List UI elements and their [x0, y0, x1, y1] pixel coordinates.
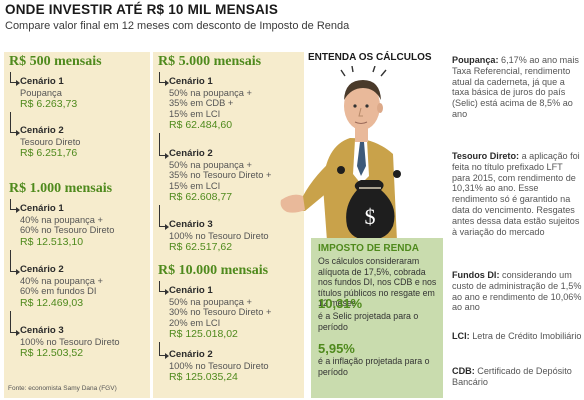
note-term: Poupança: [452, 55, 499, 65]
scenario-value: R$ 62.517,62 [169, 241, 233, 254]
businessman-illustration: $ [280, 66, 401, 241]
ir-box [311, 238, 443, 398]
scenario-name: Cenário 1 [169, 76, 213, 87]
note-tesouro: Tesouro Direto: a aplicação foi feita no… [452, 151, 582, 237]
arrow-icon [159, 205, 169, 230]
scenario-5000-1: Cenário 1 50% na poupança + 35% em CDB +… [169, 76, 252, 132]
scenario-value: R$ 6.251,76 [20, 147, 78, 160]
arrow-icon [159, 281, 169, 295]
scenario-10000-1: Cenário 1 50% na poupança + 30% no Tesou… [169, 285, 272, 341]
inflation-text: é a inflação projetada para o período [318, 356, 430, 377]
scenario-value: R$ 6.263,73 [20, 98, 78, 111]
scenario-value: R$ 62.608,77 [169, 191, 233, 204]
scenario-desc: 50% na poupança + [169, 159, 252, 170]
inflation-percent: 5,95% [318, 341, 355, 356]
scenario-desc: Tesouro Direto [20, 136, 81, 147]
dollar-sign-icon: $ [365, 204, 376, 229]
source-note: Fonte: economista Samy Dana (FGV) [8, 385, 117, 392]
scenario-desc: 15% em LCI [169, 180, 221, 191]
scenario-desc: 50% na poupança + [169, 296, 252, 307]
scenario-name: Cenário 1 [169, 285, 213, 296]
scenario-value: R$ 62.484,60 [169, 119, 233, 132]
scenario-name: Cenário 1 [20, 76, 64, 87]
heading-500: R$ 500 mensais [9, 54, 102, 69]
page-title: ONDE INVESTIR ATÉ R$ 10 MIL MENSAIS [5, 2, 279, 17]
ir-title: IMPOSTO DE RENDA [318, 243, 419, 254]
note-fundos: Fundos DI: considerando um custo de admi… [452, 270, 582, 313]
scenario-desc: 35% no Tesouro Direto + [169, 170, 272, 181]
arrow-icon [159, 133, 169, 159]
scenario-desc: 100% no Tesouro Direto [20, 336, 120, 347]
panel-left [4, 52, 150, 398]
scenario-5000-3: Cenário 3 100% no Tesouro Direto R$ 62.5… [169, 219, 269, 254]
note-term: CDB: [452, 366, 475, 376]
note-text: considerando um custo de administração d… [452, 270, 582, 313]
note-text: Certificado de Depósito Bancário [452, 366, 572, 387]
scenario-desc: 40% na poupança + [20, 214, 103, 225]
arrow-icon [10, 199, 20, 213]
scenario-value: R$ 12.503,52 [20, 347, 84, 360]
note-lci: LCI: Letra de Crédito Imobiliário [452, 331, 582, 342]
arrow-icon [10, 72, 20, 86]
scenario-desc: 20% em LCI [169, 317, 221, 328]
scenario-500-2: Cenário 2 Tesouro Direto R$ 6.251,76 [20, 125, 81, 160]
illustration-caption: ENTENDA OS CÁLCULOS [308, 52, 432, 63]
scenario-500-1: Cenário 1 Poupança R$ 6.263,73 [20, 76, 78, 111]
heading-1000: R$ 1.000 mensais [9, 181, 113, 196]
scenario-value: R$ 12.513,10 [20, 235, 84, 248]
scenario-desc: 50% na poupança + [169, 87, 252, 98]
scenario-desc: 15% em LCI [169, 108, 221, 119]
selic-percent: 10,31% [318, 296, 363, 311]
selic-text: é a Selic projetada para o período [318, 311, 419, 332]
scenario-name: Cenário 2 [169, 349, 213, 360]
scenario-value: R$ 125.018,02 [169, 328, 238, 341]
scenario-5000-2: Cenário 2 50% na poupança + 35% no Tesou… [169, 148, 272, 204]
scenario-desc: 100% no Tesouro Direto [169, 230, 269, 241]
heading-5000: R$ 5.000 mensais [158, 54, 262, 69]
scenario-1000-2: Cenário 2 40% na poupança + 60% em fundo… [20, 264, 103, 309]
note-term: Fundos DI: [452, 270, 500, 280]
scenario-desc: 60% no Tesouro Direto [20, 225, 115, 236]
arrow-icon [10, 250, 20, 275]
scenario-name: Cenário 2 [20, 264, 64, 275]
scenario-desc: 40% na poupança + [20, 275, 103, 286]
scenario-desc: 100% no Tesouro Direto [169, 360, 269, 371]
scenario-name: Cenário 3 [169, 219, 213, 230]
note-text: 6,17% ao ano mais Taxa Referencial, rend… [452, 55, 579, 119]
scenario-name: Cenário 2 [169, 148, 213, 159]
heading-10000: R$ 10.000 mensais [158, 263, 269, 278]
arrow-icon [159, 342, 169, 359]
scenario-desc: 35% em CDB + [169, 98, 234, 109]
scenario-10000-2: Cenário 2 100% no Tesouro Direto R$ 125.… [169, 349, 269, 384]
note-term: LCI: [452, 331, 470, 341]
arrow-icon [10, 112, 20, 136]
arrow-icon [159, 72, 169, 86]
note-poupanca: Poupança: 6,17% ao ano mais Taxa Referen… [452, 55, 582, 120]
scenario-desc: Poupança [20, 87, 62, 98]
note-term: Tesouro Direto: [452, 151, 520, 161]
page-subtitle: Compare valor final em 12 meses com desc… [5, 20, 350, 32]
arrow-icon [10, 311, 20, 336]
scenario-name: Cenário 3 [20, 325, 64, 336]
note-text: Letra de Crédito Imobiliário [472, 331, 582, 341]
scenario-desc: 60% em fundos DI [20, 286, 97, 297]
ir-text: Os cálculos consideraram alíquota de 17,… [318, 256, 437, 309]
scenario-value: R$ 12.469,03 [20, 296, 84, 309]
scenario-desc: 30% no Tesouro Direto + [169, 307, 272, 318]
note-cdb: CDB: Certificado de Depósito Bancário [452, 366, 582, 388]
scenario-name: Cenário 2 [20, 125, 64, 136]
scenario-value: R$ 125.035,24 [169, 371, 238, 384]
panel-middle [153, 52, 304, 398]
scenario-name: Cenário 1 [20, 203, 64, 214]
scenario-1000-1: Cenário 1 40% na poupança + 60% no Tesou… [20, 203, 115, 248]
note-text: a aplicação foi feita no título prefixad… [452, 151, 580, 237]
scenario-1000-3: Cenário 3 100% no Tesouro Direto R$ 12.5… [20, 325, 120, 360]
